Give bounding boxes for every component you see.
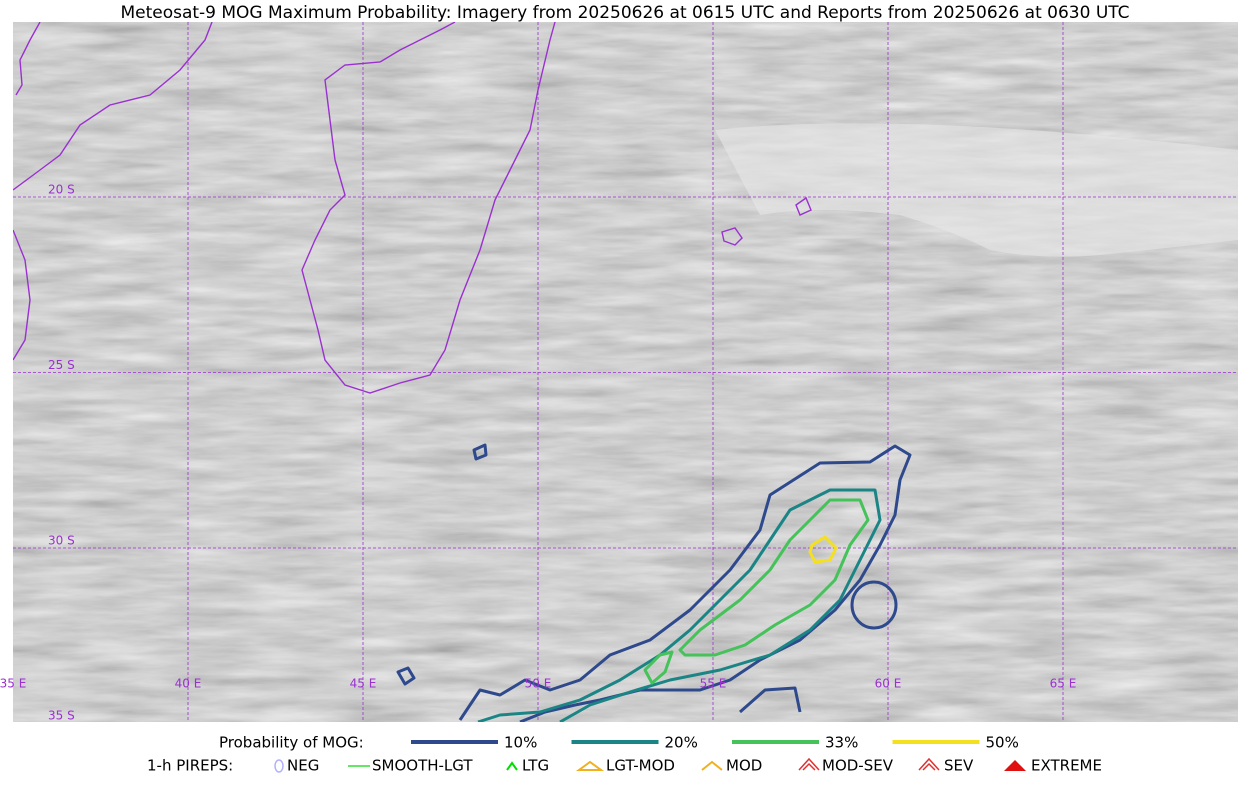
pirep-icons	[274, 757, 1026, 773]
coastline	[13, 22, 213, 191]
legend: Probability of MOG: 10% 20% 33% 50% 1-h PIREP…	[147, 734, 1102, 775]
lon-label: 45 E	[350, 677, 377, 691]
legend-label: MOD-SEV	[822, 757, 894, 775]
lon-label: 60 E	[875, 677, 902, 691]
island	[721, 196, 812, 246]
contour-20	[477, 488, 882, 722]
legend-title: Probability of MOG:	[219, 734, 364, 752]
icon-mod-sev	[798, 757, 820, 771]
legend-label: 20%	[665, 734, 698, 752]
contour-10	[458, 444, 912, 722]
legend-label: 33%	[825, 734, 858, 752]
icon-mod	[701, 760, 723, 771]
coastline	[301, 22, 556, 394]
lon-label: 35 E	[0, 677, 26, 691]
legend-title: 1-h PIREPS:	[147, 757, 233, 775]
contour-33	[643, 498, 870, 685]
graticule	[13, 22, 1238, 722]
title: Meteosat-9 MOG Maximum Probability: Imag…	[120, 3, 1129, 23]
icon-sev	[918, 757, 940, 771]
lat-label: 30 S	[48, 534, 75, 548]
lon-label: 55 E	[700, 677, 727, 691]
legend-label: LGT-MOD	[606, 757, 675, 775]
coastline	[13, 229, 31, 361]
legend-label: 10%	[504, 734, 537, 752]
legend-label: LTG	[522, 757, 549, 775]
cloud-band	[715, 123, 1238, 257]
lat-label: 35 S	[48, 709, 75, 723]
contour-10	[850, 580, 898, 630]
contour-10	[396, 443, 802, 714]
icon-ltg	[506, 761, 518, 771]
icon-extreme	[1004, 760, 1026, 771]
lon-label: 50 E	[525, 677, 552, 691]
legend-label: NEG	[287, 757, 319, 775]
lat-label: 20 S	[48, 183, 75, 197]
lon-label: 40 E	[175, 677, 202, 691]
legend-label: MOD	[726, 757, 762, 775]
lat-label: 25 S	[48, 358, 75, 372]
icon-neg	[274, 759, 284, 773]
map	[13, 22, 1238, 722]
coastline	[15, 22, 41, 96]
contour-50	[808, 535, 838, 564]
legend-label: EXTREME	[1031, 757, 1102, 775]
icon-lgt-mod	[575, 760, 605, 771]
satellite-imagery	[13, 22, 1238, 722]
legend-label: SEV	[944, 757, 974, 775]
lon-label: 65 E	[1050, 677, 1077, 691]
legend-label: SMOOTH-LGT	[372, 757, 473, 775]
legend-label: 50%	[986, 734, 1019, 752]
